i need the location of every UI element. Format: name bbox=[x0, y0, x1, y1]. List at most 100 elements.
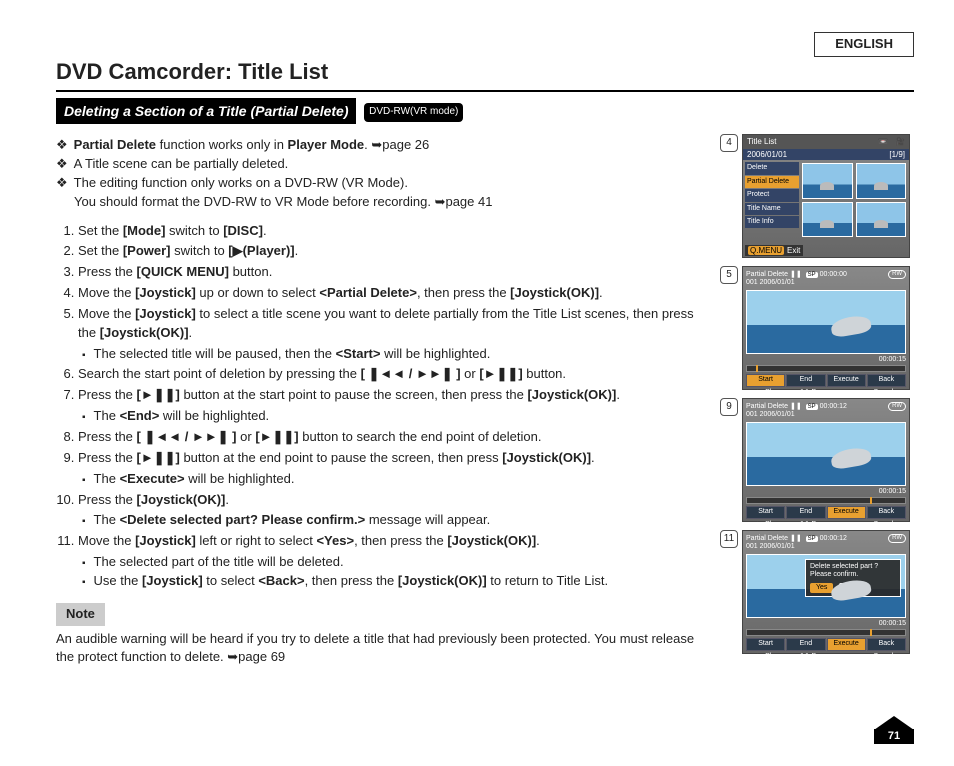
mode-label: Partial Delete ❚❚ SP00:00:12 bbox=[746, 403, 847, 411]
option-button[interactable]: Execute bbox=[827, 638, 866, 650]
mode-badge: DVD-RW(VR mode) bbox=[364, 103, 463, 122]
pause-label: Pause bbox=[799, 389, 831, 397]
title-list-header: Title List bbox=[747, 137, 777, 147]
option-button[interactable]: Start bbox=[746, 638, 785, 650]
progress-marker bbox=[870, 629, 872, 636]
control-legend: Play Pause Search bbox=[746, 521, 906, 529]
option-button[interactable]: Execute bbox=[827, 506, 866, 518]
figure-4: 4 Title List 📼 🎥 2006/01/01 [1/9] Delete… bbox=[720, 134, 914, 258]
thumbnail[interactable] bbox=[856, 163, 907, 199]
video-preview bbox=[746, 422, 906, 486]
option-row: StartEndExecuteBack bbox=[746, 506, 906, 518]
exit-label: Exit bbox=[787, 246, 800, 255]
option-row: StartEndExecuteBack bbox=[746, 374, 906, 386]
option-button[interactable]: End bbox=[786, 374, 825, 386]
total-time: 00:00:15 bbox=[746, 488, 906, 496]
progress-marker bbox=[756, 365, 758, 372]
option-button[interactable]: Back bbox=[867, 506, 906, 518]
figure-number: 4 bbox=[720, 134, 738, 152]
dialog-no-button[interactable]: No bbox=[839, 583, 860, 593]
feature-bullets: Partial Delete function works only in Pl… bbox=[56, 136, 704, 211]
play-label: Play bbox=[756, 389, 779, 397]
feature-bullet: A Title scene can be partially deleted. bbox=[74, 155, 704, 174]
mode-label: Partial Delete ❚❚ SP00:00:12 bbox=[746, 535, 847, 543]
control-legend: Play Pause Search bbox=[746, 653, 906, 661]
figure-5: 5 Partial Delete ❚❚ SP00:00:00 RW001 2006… bbox=[720, 266, 914, 390]
title-list-screen: Title List 📼 🎥 2006/01/01 [1/9] Delete Pa… bbox=[742, 134, 910, 258]
play-label: Play bbox=[756, 653, 779, 661]
language-box: ENGLISH bbox=[814, 32, 914, 57]
progress-bar[interactable] bbox=[746, 365, 906, 372]
menu-item[interactable]: Title Info bbox=[745, 216, 799, 228]
thumbnail[interactable] bbox=[802, 163, 853, 199]
confirm-dialog: Delete selected part ?Please confirm. Yes… bbox=[805, 559, 901, 597]
control-legend: Play Pause Search bbox=[746, 389, 906, 397]
thumbnail-grid[interactable] bbox=[799, 160, 909, 240]
option-button[interactable]: Execute bbox=[827, 374, 866, 386]
partial-delete-screen: Partial Delete ❚❚ SP00:00:12 RW001 2006/0… bbox=[742, 398, 910, 522]
feature-bullet: The editing function only works on a DVD… bbox=[74, 174, 704, 212]
video-preview bbox=[746, 290, 906, 354]
dialog-yes-button[interactable]: Yes bbox=[810, 583, 833, 593]
disc-type-badge: RW bbox=[888, 534, 906, 543]
mode-label: Partial Delete ❚❚ SP00:00:00 bbox=[746, 271, 847, 279]
disc-type-badge: RW bbox=[888, 270, 906, 279]
thumbnail[interactable] bbox=[856, 202, 907, 238]
disc-type-badge: RW bbox=[888, 402, 906, 411]
thumbnail[interactable] bbox=[802, 202, 853, 238]
page-title: DVD Camcorder: Title List bbox=[56, 56, 914, 92]
figure-number: 9 bbox=[720, 398, 738, 416]
instruction-column: Partial Delete function works only in Pl… bbox=[56, 130, 704, 667]
dialog-text: Delete selected part ? bbox=[810, 563, 896, 571]
partial-delete-screen: Partial Delete ❚❚ SP00:00:00 RW001 2006/0… bbox=[742, 266, 910, 390]
header-icons: 📼 🎥 bbox=[878, 137, 905, 147]
menu-item[interactable]: Delete bbox=[745, 162, 799, 174]
option-button[interactable]: Start bbox=[746, 374, 785, 386]
note-label: Note bbox=[56, 603, 105, 626]
progress-bar[interactable] bbox=[746, 497, 906, 504]
figure-11: 11 Partial Delete ❚❚ SP00:00:12 RW001 200… bbox=[720, 530, 914, 654]
figure-9: 9 Partial Delete ❚❚ SP00:00:12 RW001 2006… bbox=[720, 398, 914, 522]
clip-info: 001 2006/01/01 bbox=[746, 543, 906, 551]
section-subtitle: Deleting a Section of a Title (Partial D… bbox=[56, 98, 356, 124]
option-button[interactable]: Back bbox=[867, 374, 906, 386]
quickmenu-button[interactable]: Q.MENU bbox=[748, 246, 784, 255]
video-preview: Delete selected part ?Please confirm. Yes… bbox=[746, 554, 906, 618]
search-label: Search bbox=[852, 389, 896, 397]
option-row: StartEndExecuteBack bbox=[746, 638, 906, 650]
note-text: An audible warning will be heard if you … bbox=[56, 630, 704, 668]
search-label: Search bbox=[852, 521, 896, 529]
dialog-text: Please confirm. bbox=[810, 571, 896, 579]
progress-marker bbox=[870, 497, 872, 504]
menu-item[interactable]: Partial Delete bbox=[745, 176, 799, 188]
play-label: Play bbox=[756, 521, 779, 529]
total-time: 00:00:15 bbox=[746, 620, 906, 628]
option-button[interactable]: Back bbox=[867, 638, 906, 650]
figure-number: 5 bbox=[720, 266, 738, 284]
option-button[interactable]: End bbox=[786, 506, 825, 518]
total-time: 00:00:15 bbox=[746, 356, 906, 364]
option-button[interactable]: End bbox=[786, 638, 825, 650]
context-menu[interactable]: Delete Partial DeleteProtect Title NameTit… bbox=[743, 160, 799, 240]
clip-info: 001 2006/01/01 bbox=[746, 411, 906, 419]
title-list-index: [1/9] bbox=[889, 150, 905, 160]
exit-bar[interactable]: Q.MENUExit bbox=[745, 245, 803, 257]
page-number-badge: 71 bbox=[874, 716, 914, 744]
menu-item[interactable]: Protect bbox=[745, 189, 799, 201]
step-list: Set the [Mode] switch to [DISC].Set the … bbox=[56, 222, 704, 591]
progress-bar[interactable] bbox=[746, 629, 906, 636]
figure-number: 11 bbox=[720, 530, 738, 548]
figure-column: 4 Title List 📼 🎥 2006/01/01 [1/9] Delete… bbox=[720, 130, 914, 667]
title-list-date: 2006/01/01 bbox=[747, 150, 787, 160]
search-label: Search bbox=[852, 653, 896, 661]
page-number: 71 bbox=[874, 729, 914, 744]
clip-info: 001 2006/01/01 bbox=[746, 279, 906, 287]
manual-page: ENGLISH DVD Camcorder: Title List Deleti… bbox=[0, 0, 954, 766]
pause-label: Pause bbox=[799, 653, 831, 661]
menu-item[interactable]: Title Name bbox=[745, 203, 799, 215]
feature-bullet: Partial Delete function works only in Pl… bbox=[74, 136, 704, 155]
subtitle-row: Deleting a Section of a Title (Partial D… bbox=[56, 98, 914, 124]
option-button[interactable]: Start bbox=[746, 506, 785, 518]
partial-delete-confirm-screen: Partial Delete ❚❚ SP00:00:12 RW001 2006/0… bbox=[742, 530, 910, 654]
pause-label: Pause bbox=[799, 521, 831, 529]
